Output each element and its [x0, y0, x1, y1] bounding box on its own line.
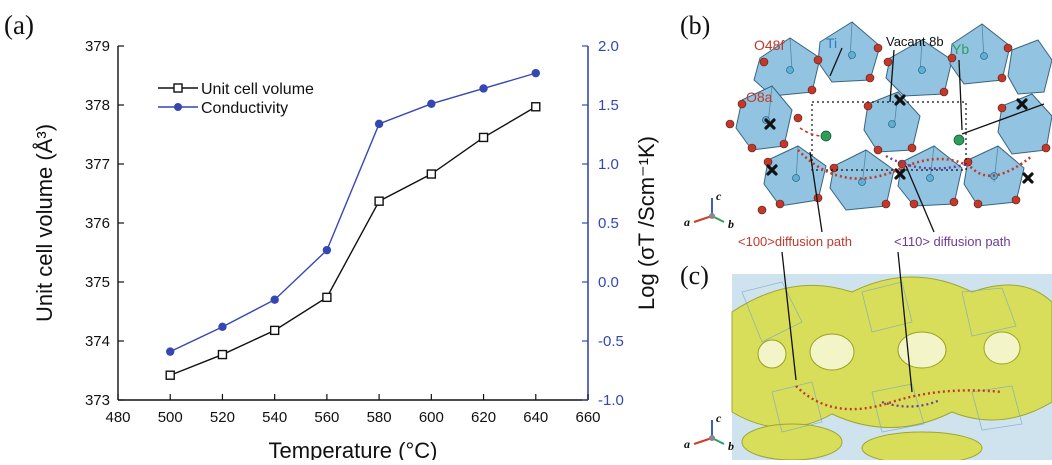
- y-tick-label-right: 2.0: [598, 38, 619, 55]
- label-vacant-8b: Vacant 8b: [886, 34, 944, 49]
- y-tick-label-left: 374: [85, 333, 110, 350]
- y-tick-label-left: 378: [85, 97, 110, 114]
- pointer-arrows: [809, 47, 1045, 233]
- y-tick-label-left: 376: [85, 215, 110, 232]
- series-line-conductivity: [169, 72, 536, 353]
- unit-cell-box: [811, 101, 967, 171]
- y-tick-label-right: 1.5: [598, 97, 619, 114]
- legend-conductivity-marker: [174, 103, 182, 111]
- yb-atoms: [820, 130, 965, 146]
- label-path-110: <110> diffusion path: [894, 234, 1011, 249]
- axis-c-c: c: [716, 411, 722, 425]
- conductivity-point: [531, 68, 540, 78]
- label-path-100: <100>diffusion path: [738, 234, 852, 249]
- panel-b: (b): [672, 0, 1052, 252]
- y-tick-label-right: -1.0: [598, 392, 624, 409]
- y-tick-label-left: 377: [85, 156, 110, 173]
- axes-triad-c: [693, 420, 725, 445]
- conductivity-point: [270, 295, 279, 304]
- structure-image: (b): [680, 11, 1052, 249]
- x-tick-label: 540: [262, 409, 287, 426]
- path-110-c: [881, 398, 941, 408]
- conductivity-point: [166, 347, 175, 356]
- label-ti: Ti: [826, 35, 837, 51]
- legend-conductivity-label: Conductivity: [201, 100, 288, 117]
- volume-point: [165, 370, 175, 380]
- chart: (a) 480 500 520 540 560 580 600 620 640 660 373 374…: [4, 10, 659, 463]
- y-tick-label-right: -0.5: [598, 333, 624, 350]
- oxygen-atoms: [725, 43, 1051, 215]
- legend: Unit cell volume Conductivity: [158, 81, 314, 117]
- path-guide: [799, 127, 823, 137]
- y-axis-title-right: Log (σT /Scm⁻¹K): [634, 136, 659, 310]
- volume-point: [374, 196, 384, 206]
- panel-label-a: (a): [4, 10, 34, 40]
- x-tick-label: 620: [471, 409, 496, 426]
- axis-a-b: a: [684, 215, 690, 229]
- x-tick-label: 640: [523, 409, 548, 426]
- axes-triad-b: [693, 198, 725, 223]
- label-o48f: O48f: [754, 37, 784, 53]
- conductivity-point: [427, 99, 436, 109]
- path-110: [885, 154, 969, 170]
- pointer-arrows-c: [781, 251, 913, 393]
- volume-point: [478, 132, 489, 143]
- x-tick-label: 580: [367, 409, 392, 426]
- panel-label-b: (b): [680, 11, 710, 40]
- x-tick-label: 560: [314, 409, 339, 426]
- polyhedra: [735, 21, 1052, 211]
- panel-c: (c) a c b: [672, 251, 1052, 465]
- y-tick-label-left: 375: [85, 274, 110, 291]
- x-tick-label: 480: [105, 409, 130, 426]
- y-tick-label-right: 1.0: [598, 156, 619, 173]
- x-tick-label: 600: [419, 409, 444, 426]
- volume-point: [531, 102, 541, 112]
- x-tick-label: 520: [210, 409, 235, 426]
- vacancy-crosses: [764, 94, 1034, 184]
- panel-a: (a) 480 500 520 540 560 580 600 620 640 660 373 374…: [4, 10, 659, 463]
- label-o8a: O8a: [746, 89, 773, 105]
- series-line-volume: [169, 106, 537, 376]
- panel-label-c: (c): [680, 261, 709, 290]
- isosurface-image: (c) a c b: [680, 251, 1052, 465]
- axis-b-c: b: [728, 439, 734, 453]
- conductivity-point: [479, 84, 488, 93]
- axis-b-b: b: [728, 217, 734, 231]
- axis-c-b: c: [716, 189, 722, 203]
- volume-point: [217, 349, 228, 360]
- conductivity-point: [218, 322, 227, 332]
- volume-point: [269, 325, 280, 336]
- y-tick-label-right: 0.5: [598, 215, 619, 232]
- y-axis-title-left: Unit cell volume (Å³): [32, 124, 57, 322]
- conductivity-point: [322, 245, 332, 255]
- label-yb: Yb: [952, 41, 969, 57]
- ti-atoms: [762, 51, 998, 186]
- x-tick-label: 500: [158, 409, 183, 426]
- y-tick-label-right: 0.0: [598, 274, 619, 291]
- conductivity-point: [374, 119, 384, 129]
- axis-a-c: a: [684, 437, 690, 451]
- isosurface: [731, 276, 1052, 465]
- legend-volume-marker: [173, 83, 183, 93]
- volume-point: [322, 292, 332, 303]
- x-tick-label: 660: [575, 409, 600, 426]
- x-axis-title: Temperature (°C): [269, 438, 438, 460]
- legend-volume-label: Unit cell volume: [201, 81, 314, 98]
- volume-point: [426, 169, 437, 179]
- path-100: [797, 149, 1033, 180]
- y-tick-label-left: 373: [85, 392, 110, 409]
- y-tick-label-left: 379: [85, 38, 110, 55]
